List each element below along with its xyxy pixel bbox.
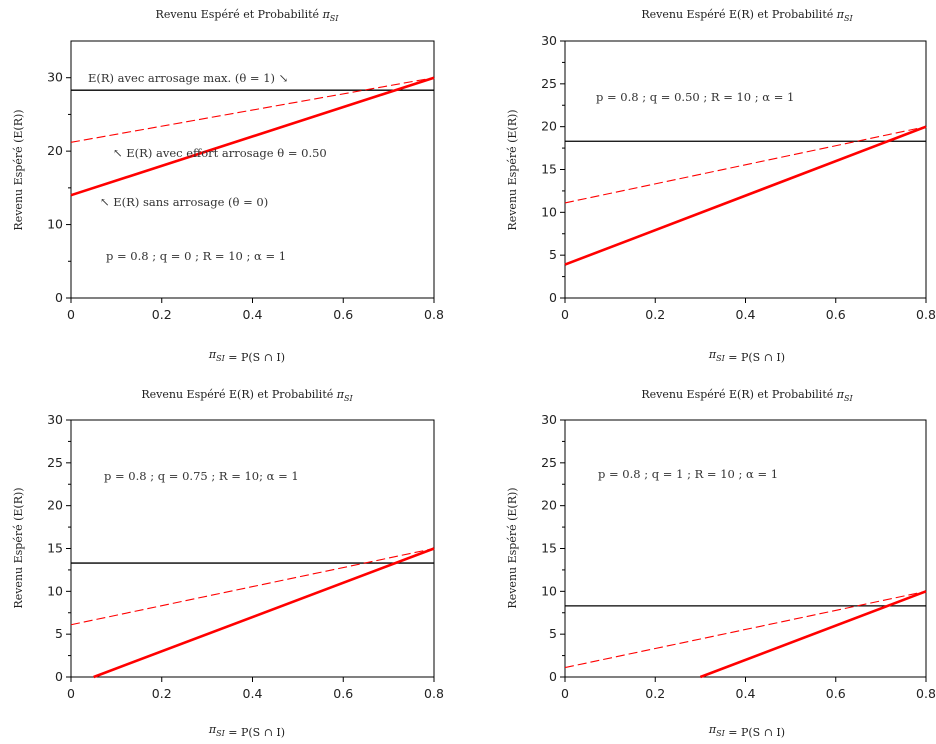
- series-line-dashed: [70, 547, 435, 626]
- x-tick-label: 0.2: [645, 307, 665, 322]
- y-tick-label: 10: [541, 583, 557, 598]
- x-tick-label: 0.8: [916, 686, 936, 701]
- y-tick-label: 15: [541, 541, 557, 556]
- x-axis-label: πSI = P(S ∩ I): [708, 723, 785, 739]
- x-tick-label: 0.6: [826, 686, 846, 701]
- y-axis-label: Revenu Espéré (E(R)): [12, 487, 25, 608]
- series-line-dashed: [70, 77, 435, 143]
- annotation-text: E(R) avec arrosage max. (θ = 1) ↘: [88, 71, 288, 85]
- x-tick-label: 0.4: [243, 686, 263, 701]
- x-axis-label: πSI = P(S ∩ I): [208, 723, 285, 739]
- series-line-thick: [70, 76, 435, 197]
- y-tick-label: 5: [549, 626, 557, 641]
- annotation-text: p = 0.8 ; q = 1 ; R = 10 ; α = 1: [598, 467, 778, 481]
- y-tick-label: 20: [541, 498, 557, 513]
- y-tick-label: 25: [541, 76, 557, 91]
- x-tick-label: 0.6: [333, 686, 353, 701]
- y-tick-label: 20: [541, 119, 557, 134]
- y-tick-label: 25: [47, 455, 63, 470]
- x-tick-label: 0.6: [333, 307, 353, 322]
- x-tick-label: 0.4: [243, 307, 263, 322]
- x-tick-label: 0: [67, 307, 75, 322]
- x-axis-label: πSI = P(S ∩ I): [208, 348, 285, 364]
- y-tick-label: 0: [549, 669, 557, 684]
- annotation-text: ↖ E(R) avec effort arrosage θ = 0.50: [113, 146, 327, 160]
- y-tick-label: 20: [47, 498, 63, 513]
- y-axis-label: Revenu Espéré (E(R)): [12, 109, 25, 230]
- x-tick-label: 0.4: [736, 307, 756, 322]
- annotation-text: p = 0.8 ; q = 0.75 ; R = 10; α = 1: [104, 469, 299, 483]
- y-tick-label: 30: [541, 33, 557, 48]
- x-tick-label: 0.2: [645, 686, 665, 701]
- y-tick-label: 20: [47, 143, 63, 158]
- x-tick-label: 0.8: [424, 686, 444, 701]
- y-tick-label: 5: [55, 626, 63, 641]
- y-tick-label: 30: [47, 412, 63, 427]
- x-tick-label: 0: [67, 686, 75, 701]
- series-line-dashed: [564, 590, 927, 669]
- y-tick-label: 15: [47, 541, 63, 556]
- y-tick-label: 10: [47, 583, 63, 598]
- y-tick-label: 5: [549, 247, 557, 262]
- annotation-text: ↖ E(R) sans arrosage (θ = 0): [100, 195, 268, 209]
- series-line-thick: [93, 547, 435, 679]
- plot-frame: [70, 419, 435, 678]
- y-tick-label: 30: [47, 70, 63, 85]
- y-tick-label: 0: [549, 290, 557, 305]
- x-tick-label: 0.2: [152, 307, 172, 322]
- series-line-thick: [699, 590, 927, 679]
- x-tick-label: 0.2: [152, 686, 172, 701]
- y-tick-label: 0: [55, 290, 63, 305]
- y-tick-label: 10: [47, 217, 63, 232]
- x-tick-label: 0.8: [916, 307, 936, 322]
- chart-title: Revenu Espéré E(R) et Probabilité πSI: [641, 388, 853, 403]
- y-axis-label: Revenu Espéré (E(R)): [506, 109, 519, 230]
- chart-title: Revenu Espéré E(R) et Probabilité πSI: [641, 8, 853, 23]
- plot-frame: [564, 419, 927, 678]
- x-tick-label: 0.4: [736, 686, 756, 701]
- chart-title: Revenu Espéré E(R) et Probabilité πSI: [141, 388, 353, 403]
- series-line-dashed: [564, 126, 927, 204]
- x-tick-label: 0.6: [826, 307, 846, 322]
- x-tick-label: 0.8: [424, 307, 444, 322]
- y-tick-label: 0: [55, 669, 63, 684]
- x-tick-label: 0: [561, 686, 569, 701]
- annotation-text: p = 0.8 ; q = 0.50 ; R = 10 ; α = 1: [596, 90, 794, 104]
- annotation-text: p = 0.8 ; q = 0 ; R = 10 ; α = 1: [106, 249, 286, 263]
- series-line-thick: [564, 125, 927, 266]
- y-tick-label: 15: [541, 162, 557, 177]
- y-axis-label: Revenu Espéré (E(R)): [506, 487, 519, 608]
- chart-title: Revenu Espéré et Probabilité πSI: [156, 8, 340, 23]
- x-tick-label: 0: [561, 307, 569, 322]
- x-axis-label: πSI = P(S ∩ I): [708, 348, 785, 364]
- y-tick-label: 25: [541, 455, 557, 470]
- plot-frame: [564, 40, 927, 299]
- y-tick-label: 10: [541, 204, 557, 219]
- y-tick-label: 30: [541, 412, 557, 427]
